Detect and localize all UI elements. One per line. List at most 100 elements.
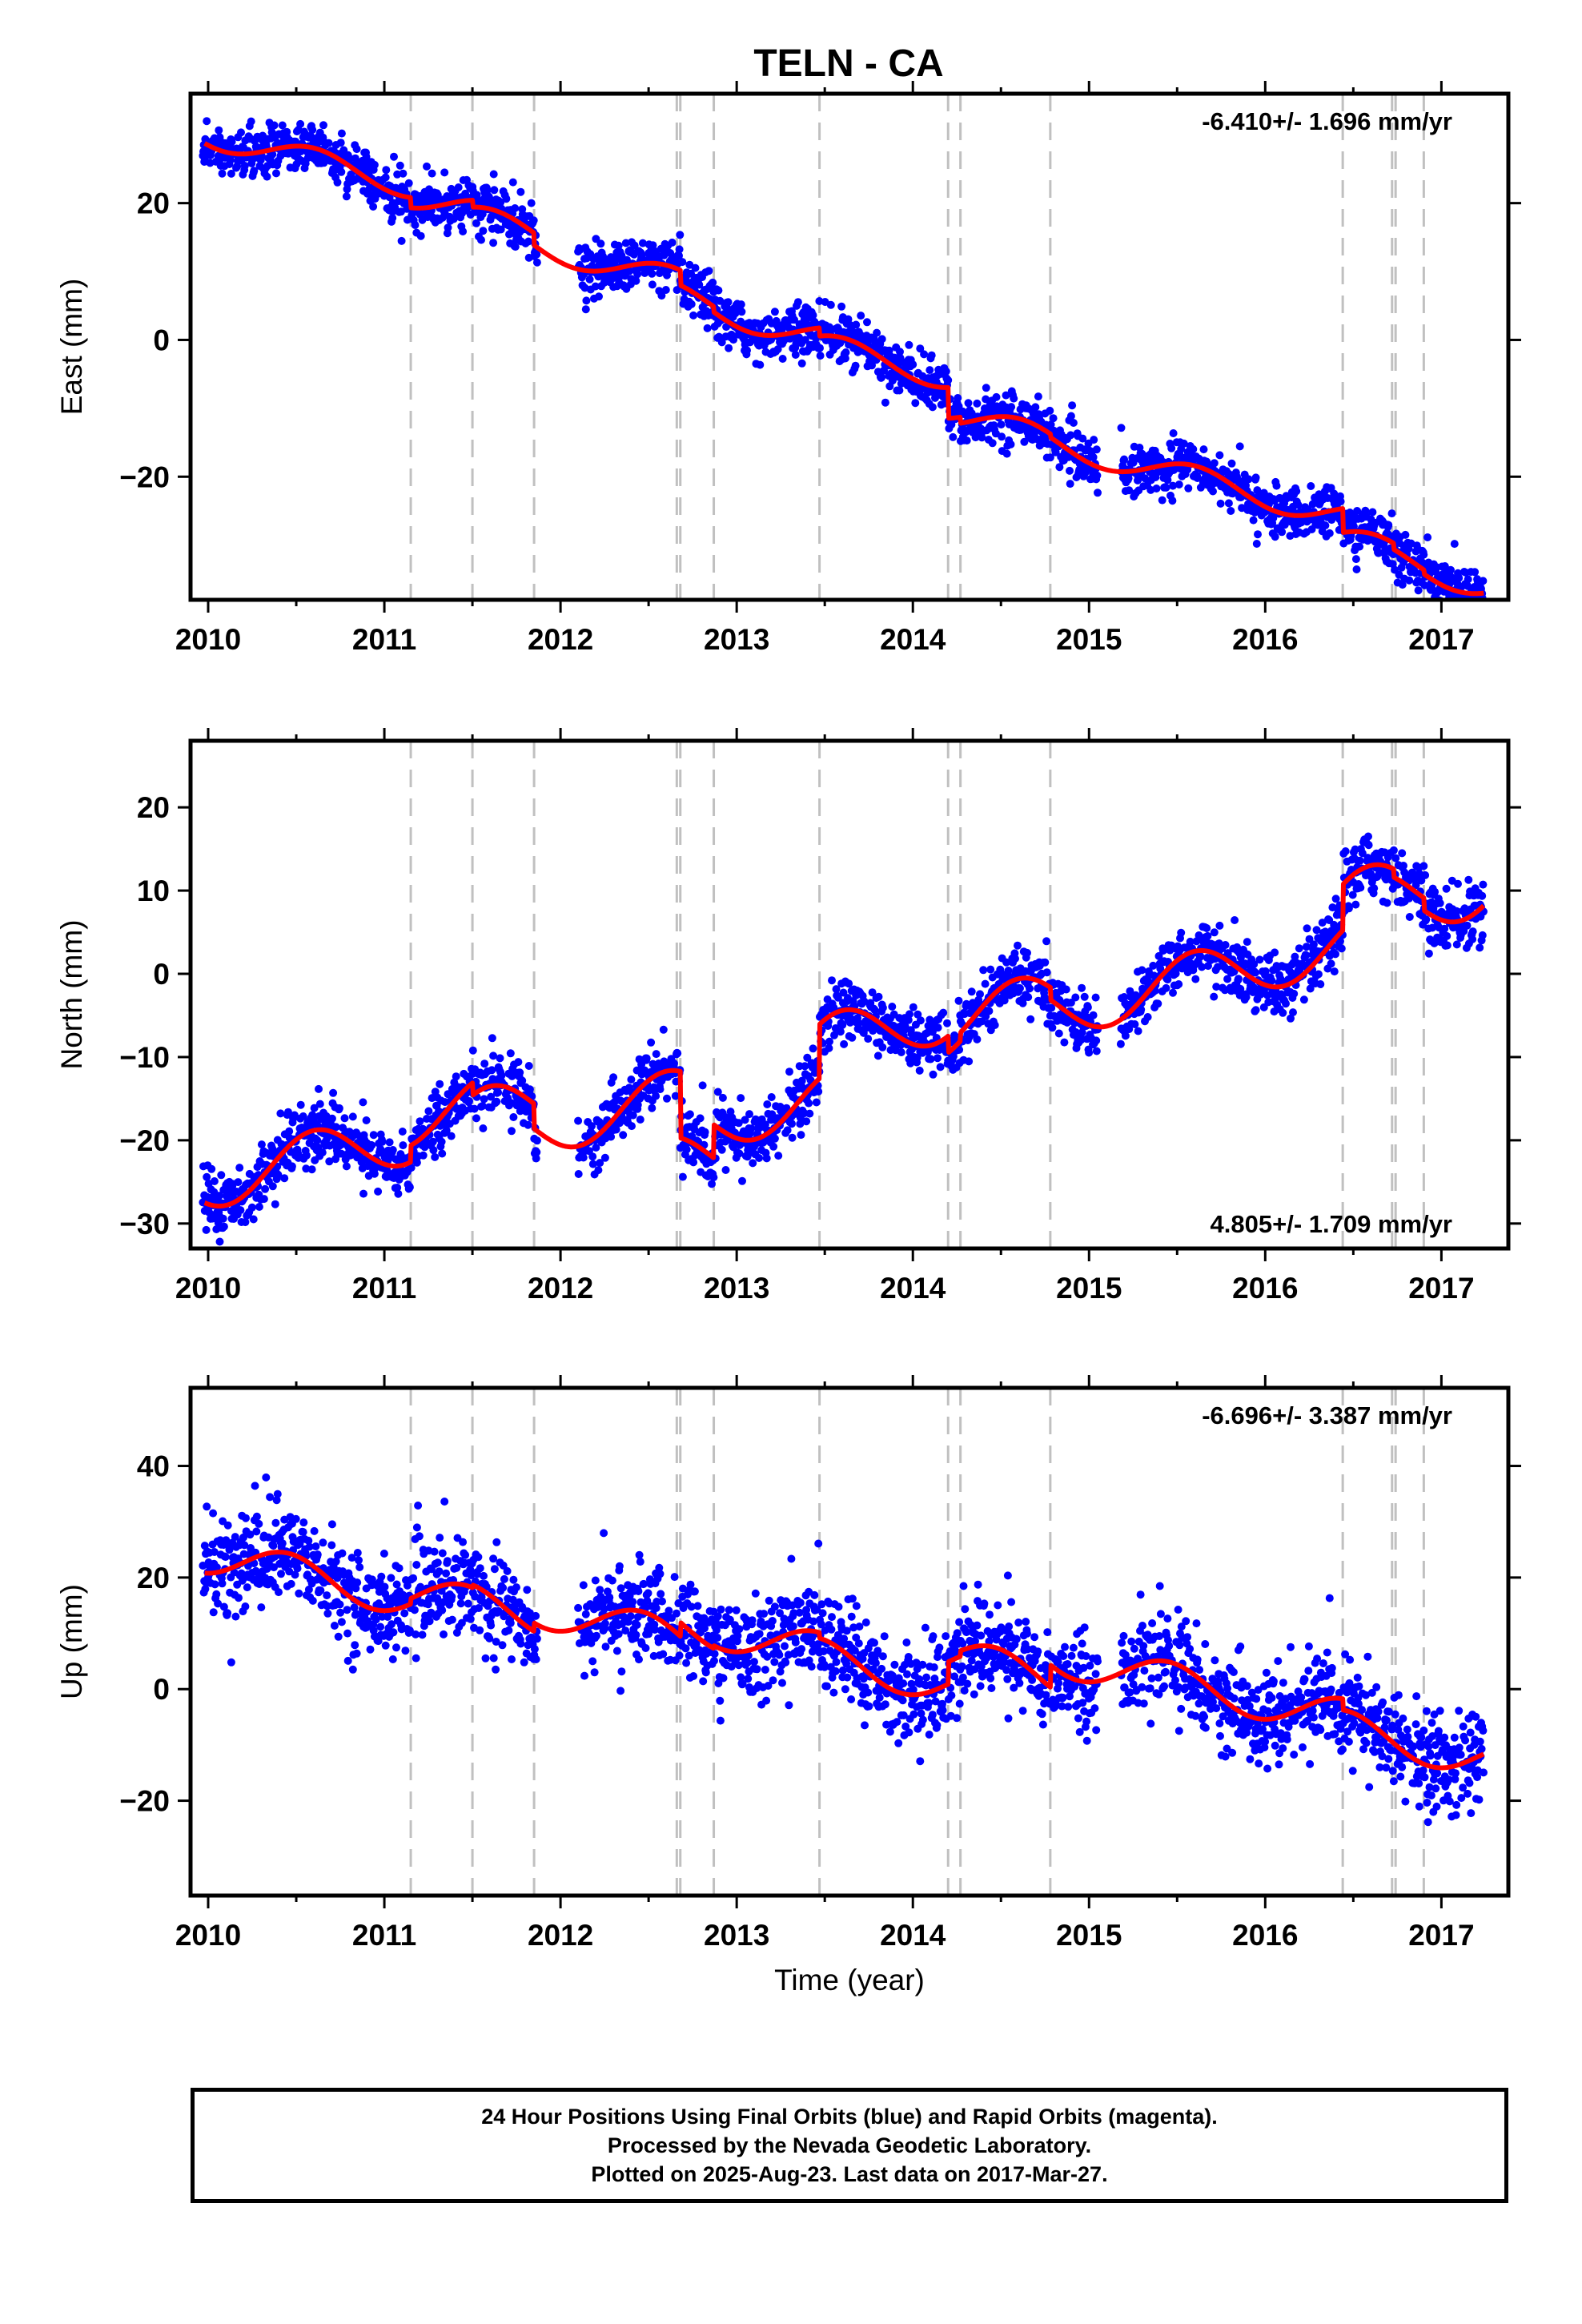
data-point [388, 214, 397, 223]
data-point [394, 1189, 403, 1198]
data-point [659, 1025, 668, 1034]
data-point [1460, 613, 1468, 621]
y-tick-label: −20 [119, 1124, 170, 1157]
data-point [1368, 508, 1377, 517]
data-point [380, 1582, 389, 1591]
data-point [809, 311, 817, 320]
data-point [257, 1140, 266, 1149]
data-point [874, 992, 883, 1001]
x-tick-label: 2011 [352, 623, 416, 656]
x-tick-label: 2015 [1056, 1272, 1122, 1305]
data-point [1243, 938, 1251, 947]
data-point [1254, 530, 1262, 539]
data-point [303, 154, 312, 163]
data-point [717, 1145, 726, 1154]
data-point [1116, 1039, 1125, 1048]
data-point [202, 1225, 211, 1234]
data-point [928, 403, 937, 412]
data-point [678, 258, 687, 267]
data-point [1336, 497, 1345, 506]
data-point [212, 1590, 221, 1598]
data-point [369, 1131, 378, 1140]
data-point [1337, 944, 1346, 953]
data-point [612, 1125, 620, 1134]
data-point [954, 996, 963, 1005]
data-point [1091, 993, 1100, 1002]
data-point [1078, 434, 1087, 443]
y-tick-label: −30 [119, 1208, 170, 1240]
data-point [307, 1165, 316, 1174]
data-point [416, 1117, 424, 1126]
data-point [1303, 924, 1311, 933]
data-point [335, 1104, 343, 1112]
data-point [242, 1514, 250, 1522]
data-point [285, 1127, 294, 1136]
data-point [756, 360, 765, 369]
data-point [393, 1184, 402, 1192]
data-point [263, 172, 271, 181]
data-point [1421, 870, 1430, 879]
data-point [738, 1176, 746, 1185]
data-point [749, 1159, 757, 1168]
data-point [1471, 568, 1480, 577]
data-point [691, 263, 700, 272]
fit-line [203, 862, 1486, 1209]
data-point [367, 1141, 376, 1150]
data-point [805, 1099, 813, 1108]
data-point [470, 1104, 479, 1113]
data-point [388, 1146, 397, 1154]
data-point [909, 1003, 917, 1011]
data-point [234, 1178, 243, 1187]
data-point [218, 1579, 227, 1588]
data-point [837, 302, 846, 311]
data-point [335, 1600, 344, 1609]
y-tick-label: 20 [137, 791, 170, 824]
rate-annotation: 4.805+/- 1.709 mm/yr [1211, 1210, 1452, 1238]
data-point [1227, 507, 1235, 515]
data-point [574, 1116, 583, 1125]
data-point [1006, 440, 1015, 448]
data-point [689, 311, 698, 320]
data-point [1193, 474, 1202, 482]
data-point [841, 354, 849, 363]
data-point [1465, 605, 1473, 613]
data-point [1405, 576, 1414, 585]
data-point [1468, 927, 1477, 936]
data-point [296, 1100, 305, 1109]
data-point [943, 1019, 951, 1027]
data-point [581, 305, 590, 314]
data-point [1090, 436, 1098, 444]
data-point [524, 237, 533, 246]
panel-east: 2010 2011 2012 2013 2014 2015 2016 2017−20020Ea… [55, 81, 1521, 656]
x-tick-label: 2013 [704, 623, 769, 656]
data-point [791, 351, 800, 359]
data-point [1024, 993, 1033, 1002]
data-point [1169, 481, 1177, 490]
data-point [428, 1137, 437, 1146]
data-point [1463, 921, 1472, 930]
data-point [814, 1088, 823, 1096]
y-tick-label: 20 [137, 187, 170, 220]
data-point [442, 1126, 451, 1135]
data-point [1125, 486, 1134, 495]
data-point [877, 335, 886, 344]
data-point [785, 1068, 793, 1076]
x-tick-label: 2014 [880, 623, 946, 656]
data-point [864, 1035, 873, 1043]
data-point [627, 1076, 636, 1084]
data-point [299, 1518, 308, 1527]
data-point [1355, 856, 1364, 865]
data-point [509, 1113, 518, 1121]
data-point [905, 340, 913, 349]
rate-annotation: -6.410+/- 1.696 mm/yr [1202, 107, 1452, 135]
data-point [1330, 967, 1339, 976]
data-point [942, 367, 950, 376]
data-point [235, 1164, 244, 1172]
data-point [343, 1656, 352, 1665]
data-point [1196, 952, 1205, 961]
data-point [585, 275, 594, 283]
data-point [1169, 429, 1178, 437]
data-point [299, 1528, 307, 1537]
data-point [767, 1093, 776, 1101]
data-point [979, 966, 988, 975]
